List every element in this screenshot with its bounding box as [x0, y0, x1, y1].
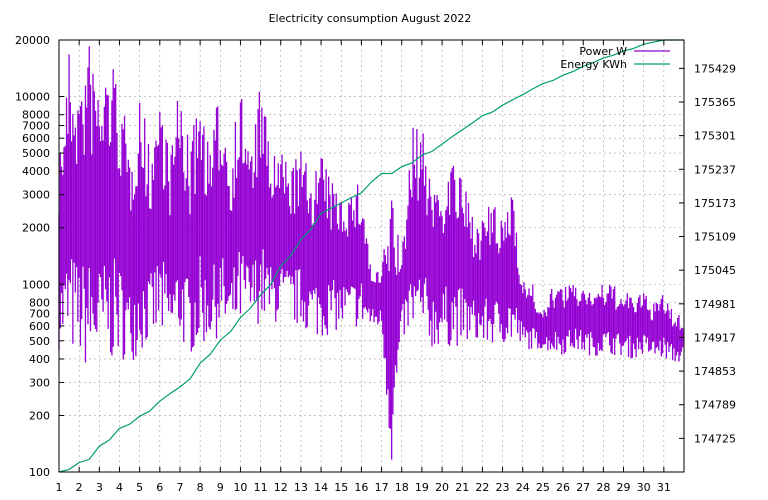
x-tick-label: 23 — [496, 481, 510, 494]
x-tick-label: 14 — [314, 481, 328, 494]
x-tick-label: 13 — [294, 481, 308, 494]
y-right-tick-label: 175045 — [694, 264, 736, 277]
y-right-tick-label: 175173 — [694, 197, 736, 210]
x-tick-label: 11 — [254, 481, 268, 494]
x-tick-label: 15 — [334, 481, 348, 494]
x-tick-label: 6 — [156, 481, 163, 494]
x-tick-label: 5 — [136, 481, 143, 494]
x-tick-label: 7 — [176, 481, 183, 494]
y-left-tick-label: 1000 — [22, 278, 50, 291]
power-series — [58, 46, 684, 460]
y-right-tick-label: 174789 — [694, 399, 736, 412]
y-right-tick-label: 174725 — [694, 432, 736, 445]
y-right-tick-label: 175301 — [694, 130, 736, 143]
x-tick-label: 16 — [354, 481, 368, 494]
y-left-tick-label: 4000 — [22, 165, 50, 178]
y-left-tick-label: 700 — [29, 307, 50, 320]
x-tick-label: 28 — [596, 481, 610, 494]
y-left-tick-label: 100 — [29, 466, 50, 479]
x-tick-label: 22 — [475, 481, 489, 494]
x-tick-label: 24 — [516, 481, 530, 494]
x-tick-label: 21 — [455, 481, 469, 494]
x-tick-label: 30 — [637, 481, 651, 494]
y-right-tick-label: 175237 — [694, 163, 736, 176]
x-tick-label: 18 — [395, 481, 409, 494]
y-left-tick-label: 3000 — [22, 189, 50, 202]
y-left-tick-label: 500 — [29, 335, 50, 348]
x-tick-label: 27 — [576, 481, 590, 494]
y-right-tick-label: 174853 — [694, 365, 736, 378]
y-left-tick-label: 2000 — [22, 222, 50, 235]
y-left-tick-label: 300 — [29, 376, 50, 389]
x-tick-label: 20 — [435, 481, 449, 494]
x-tick-label: 3 — [96, 481, 103, 494]
y-right-tick-label: 174981 — [694, 298, 736, 311]
y-left-tick-label: 8000 — [22, 109, 50, 122]
right-axis: 174725 174789 174853 174917 174981 175045 1751… — [679, 62, 736, 445]
legend: Power W Energy KWh — [560, 45, 670, 71]
y-left-tick-label: 400 — [29, 353, 50, 366]
y-right-tick-label: 175365 — [694, 96, 736, 109]
plot-frame — [58, 39, 685, 473]
x-tick-label: 12 — [274, 481, 288, 494]
y-left-tick-label: 600 — [29, 320, 50, 333]
y-right-tick-label: 174917 — [694, 331, 736, 344]
x-axis: 1 2 3 4 5 6 7 8 9 10 11 12 13 14 15 16 17 18 19 20 21 22 23 24 2… — [56, 40, 671, 494]
y-left-tick-label: 800 — [29, 296, 50, 309]
x-tick-label: 31 — [657, 481, 671, 494]
y-left-tick-label: 10000 — [15, 91, 50, 104]
y-left-tick-label: 6000 — [22, 132, 50, 145]
y-left-tick-label: 200 — [29, 409, 50, 422]
x-tick-label: 8 — [197, 481, 204, 494]
x-tick-label: 1 — [56, 481, 63, 494]
x-tick-label: 9 — [217, 481, 224, 494]
legend-power-label: Power W — [579, 45, 627, 58]
y-left-tick-label: 5000 — [22, 147, 50, 160]
x-tick-label: 25 — [536, 481, 550, 494]
x-tick-label: 19 — [415, 481, 429, 494]
legend-energy-label: Energy KWh — [560, 58, 627, 71]
x-tick-label: 29 — [617, 481, 631, 494]
energy-series-line — [58, 39, 684, 473]
x-tick-label: 4 — [116, 481, 123, 494]
x-tick-label: 26 — [556, 481, 570, 494]
y-left-tick-label: 7000 — [22, 120, 50, 133]
y-left-tick-label: 20000 — [15, 34, 50, 47]
x-tick-label: 10 — [233, 481, 247, 494]
chart-title: Electricity consumption August 2022 — [269, 12, 472, 25]
y-right-tick-label: 175109 — [694, 231, 736, 244]
x-tick-label: 17 — [375, 481, 389, 494]
x-tick-label: 2 — [76, 481, 83, 494]
y-right-tick-label: 175429 — [694, 62, 736, 75]
